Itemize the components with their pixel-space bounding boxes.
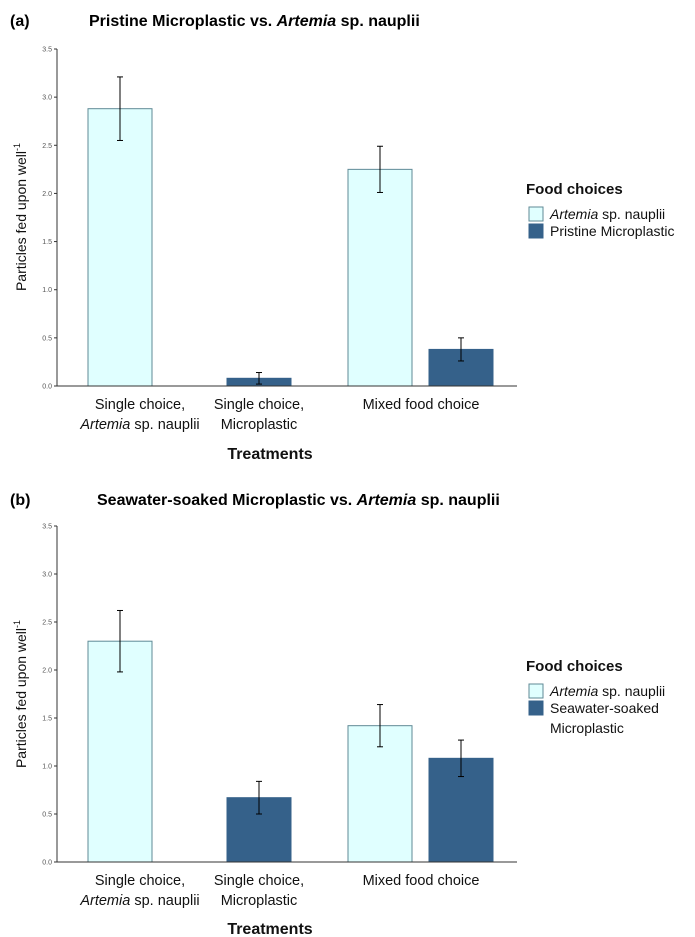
legend-label: Seawater-soaked	[550, 700, 659, 716]
bar-artemia	[87, 108, 153, 387]
y-tick-label: 0.0	[42, 860, 52, 867]
y-tick-label: 0.5	[42, 335, 52, 342]
x-tick-label-line2: Microplastic	[221, 893, 298, 909]
x-tick-italic: Artemia	[79, 417, 130, 433]
panel-tag: (a)	[10, 13, 30, 30]
panel-a: (a) Pristine Microplastic vs. Artemia sp.…	[10, 13, 674, 463]
legend-swatch-microplastic	[528, 223, 544, 239]
y-tick-label: 3.0	[42, 572, 52, 579]
x-axis-title: Treatments	[227, 446, 312, 463]
legend-label-text: Seawater-soaked	[550, 700, 659, 716]
y-tick-label: 1.5	[42, 239, 52, 246]
y-axis-title-superscript: -1	[12, 620, 22, 628]
x-tick-text: sp. nauplii	[130, 893, 199, 909]
x-tick-label: Mixed food choice	[363, 873, 480, 889]
legend-label: Artemia sp. nauplii	[549, 206, 665, 222]
legend-label-line2: Microplastic	[550, 720, 624, 736]
y-tick-label: 1.5	[42, 716, 52, 723]
legend-title: Food choices	[526, 658, 623, 675]
x-axis-title: Treatments	[227, 921, 312, 937]
x-tick-label: Single choice,	[95, 873, 185, 889]
y-tick-label: 1.0	[42, 764, 52, 771]
y-axis-title: Particles fed upon well-1	[12, 143, 29, 291]
panel-tag: (b)	[10, 492, 30, 509]
title-part: sp. nauplii	[336, 13, 420, 30]
y-tick-label: 3.0	[42, 95, 52, 102]
title-part: Artemia	[276, 13, 337, 30]
y-tick-label: 2.0	[42, 668, 52, 675]
y-axis-title-superscript: -1	[12, 143, 22, 151]
legend-label: Artemia sp. nauplii	[549, 683, 665, 699]
legend-label-italic: Artemia	[549, 206, 598, 222]
legend-swatch-artemia	[528, 683, 544, 699]
legend-label-italic: Artemia	[549, 683, 598, 699]
bar-artemia	[87, 640, 153, 863]
legend-swatch-artemia	[528, 206, 544, 222]
x-tick-text: sp. nauplii	[130, 417, 199, 433]
chart-title: Pristine Microplastic vs. Artemia sp. na…	[89, 13, 420, 30]
y-tick-label: 3.5	[42, 47, 52, 54]
y-tick-label: 1.0	[42, 287, 52, 294]
title-part: Seawater-soaked Microplastic vs.	[97, 492, 357, 509]
y-tick-label: 3.5	[42, 524, 52, 531]
title-part: Pristine Microplastic vs.	[89, 13, 277, 30]
x-tick-label: Mixed food choice	[363, 397, 480, 413]
legend-title: Food choices	[526, 181, 623, 198]
y-axis-title: Particles fed upon well-1	[12, 620, 29, 768]
legend-label-text: sp. nauplii	[598, 683, 665, 699]
x-tick-label-line2: Microplastic	[221, 417, 298, 433]
x-tick-label-line2: Artemia sp. nauplii	[79, 417, 199, 433]
title-part: Artemia	[356, 492, 417, 509]
legend-swatch-microplastic	[528, 700, 544, 716]
chart-title: Seawater-soaked Microplastic vs. Artemia…	[97, 492, 500, 509]
title-part: sp. nauplii	[416, 492, 500, 509]
y-axis-title-text: Particles fed upon well	[13, 628, 29, 768]
y-tick-label: 2.5	[42, 143, 52, 150]
x-tick-label-line2: Artemia sp. nauplii	[79, 893, 199, 909]
legend-label: Pristine Microplastic	[550, 223, 674, 239]
y-tick-label: 2.0	[42, 191, 52, 198]
legend-label-text: Pristine Microplastic	[550, 223, 674, 239]
y-axis-title-text: Particles fed upon well	[13, 151, 29, 291]
x-tick-label: Single choice,	[214, 873, 304, 889]
x-tick-italic: Artemia	[79, 893, 130, 909]
y-tick-label: 0.5	[42, 812, 52, 819]
x-tick-text: Microplastic	[221, 417, 298, 433]
x-tick-text: Microplastic	[221, 893, 298, 909]
x-tick-label: Single choice,	[214, 397, 304, 413]
y-tick-label: 0.0	[42, 384, 52, 391]
panel-b: (b) Seawater-soaked Microplastic vs. Arte…	[10, 492, 665, 937]
y-tick-label: 2.5	[42, 620, 52, 627]
legend-label-text: sp. nauplii	[598, 206, 665, 222]
bar-artemia	[347, 168, 413, 387]
x-tick-label: Single choice,	[95, 397, 185, 413]
